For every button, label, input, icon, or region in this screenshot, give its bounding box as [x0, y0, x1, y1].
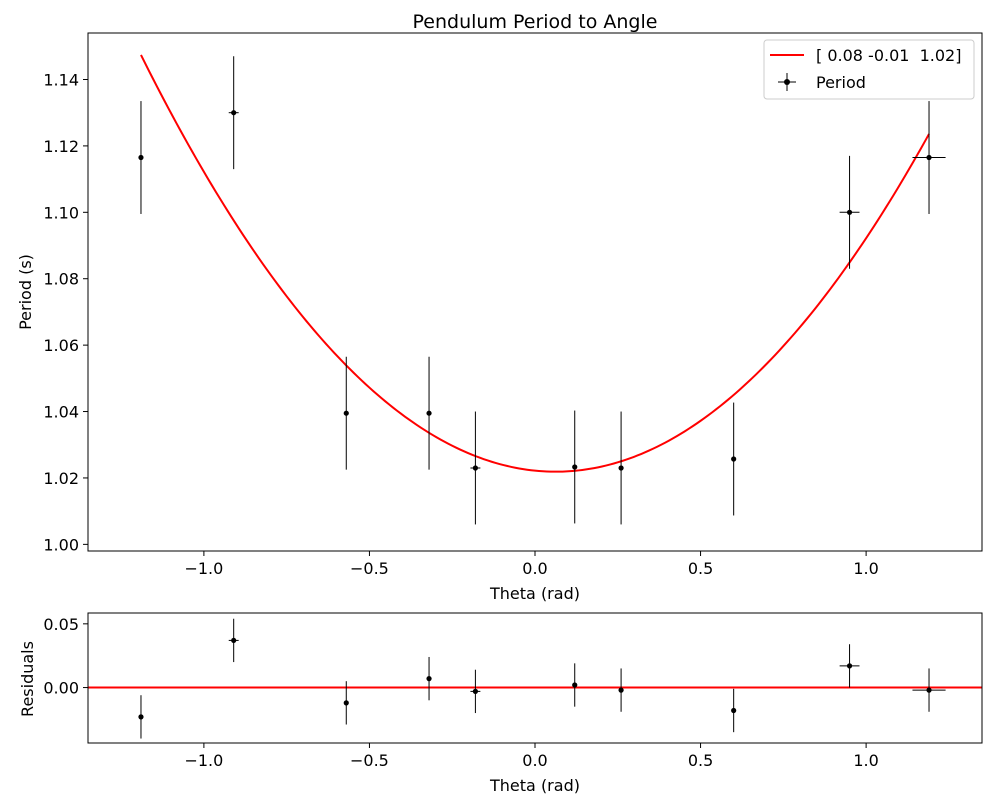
data-point [912, 668, 946, 712]
point-marker [343, 700, 349, 706]
point-marker [846, 209, 853, 215]
data-point [572, 410, 578, 524]
x-tick-label: 1.0 [853, 559, 878, 578]
residual-plot-area: −1.0 −0.5 0.0 0.5 1.0 0.00 0.05 [43, 612, 983, 770]
data-point [343, 681, 349, 725]
x-tick-label: 0.0 [522, 559, 547, 578]
point-marker [472, 688, 478, 694]
point-marker [926, 687, 932, 693]
point-marker [231, 637, 237, 644]
x-tick-label: −1.0 [184, 751, 223, 770]
point-marker [572, 682, 578, 688]
legend-box [763, 39, 975, 100]
x-tick-label: 0.0 [522, 751, 547, 770]
point-marker [231, 110, 237, 116]
y-tick-label: 1.12 [43, 137, 79, 156]
residual-ylabel: Residuals [18, 641, 37, 717]
residual-xlabel: Theta (rad) [489, 776, 580, 795]
data-point [138, 695, 144, 739]
main-ylabel: Period (s) [16, 254, 35, 330]
y-tick-label: 1.08 [43, 270, 79, 289]
axes-frame [87, 32, 983, 552]
legend-period-swatch [778, 73, 796, 91]
y-tick-label: 1.10 [43, 203, 79, 222]
point-marker [926, 154, 932, 161]
y-tick-label: 0.05 [43, 615, 79, 634]
data-point [470, 669, 481, 714]
point-marker [426, 410, 432, 416]
data-point [839, 644, 860, 688]
data-point [228, 56, 239, 170]
point-marker [138, 714, 144, 720]
main-title: Pendulum Period to Angle [413, 11, 658, 33]
point-marker [343, 410, 349, 416]
data-point [426, 356, 432, 470]
main-xlabel: Theta (rad) [489, 584, 580, 603]
x-tick-label: −0.5 [350, 559, 389, 578]
point-marker [426, 676, 432, 682]
y-tick-label: 1.14 [43, 70, 79, 89]
data-point [138, 101, 144, 214]
point-marker [572, 464, 578, 470]
point-marker [731, 707, 737, 714]
main-plot-area: −1.0 −0.5 0.0 0.5 1.0 1.00 1.02 1.04 1.06 1.08 1.1… [43, 32, 983, 578]
point-marker [472, 465, 478, 471]
y-tick-label: 1.02 [43, 469, 79, 488]
data-point [912, 101, 946, 214]
point-marker [138, 154, 144, 161]
data-point [839, 155, 860, 269]
axes-frame [87, 612, 983, 744]
x-tick-label: 0.5 [688, 751, 713, 770]
data-point [343, 356, 349, 470]
y-tick-label: 0.00 [43, 679, 79, 698]
point-marker [618, 687, 624, 693]
data-point [731, 402, 737, 516]
y-tick-label: 1.00 [43, 535, 79, 554]
data-point [618, 668, 624, 712]
data-point [228, 618, 239, 663]
x-tick-label: −0.5 [350, 751, 389, 770]
data-point [731, 688, 737, 733]
x-tick-label: −1.0 [184, 559, 223, 578]
legend-fit-label: [ 0.08 -0.01 1.02] [816, 46, 961, 65]
data-point [572, 663, 578, 707]
x-tick-label: 0.5 [688, 559, 713, 578]
legend-period-label: Period [816, 73, 866, 92]
legend: [ 0.08 -0.01 1.02] Period [763, 39, 975, 100]
point-marker [618, 465, 624, 471]
y-tick-label: 1.04 [43, 403, 79, 422]
data-point [470, 411, 481, 525]
fit-curve [140, 54, 930, 473]
y-tick-label: 1.06 [43, 336, 79, 355]
point-marker [846, 663, 853, 669]
data-point [618, 411, 624, 525]
data-point [426, 656, 432, 701]
x-tick-label: 1.0 [853, 751, 878, 770]
point-marker [731, 456, 737, 462]
